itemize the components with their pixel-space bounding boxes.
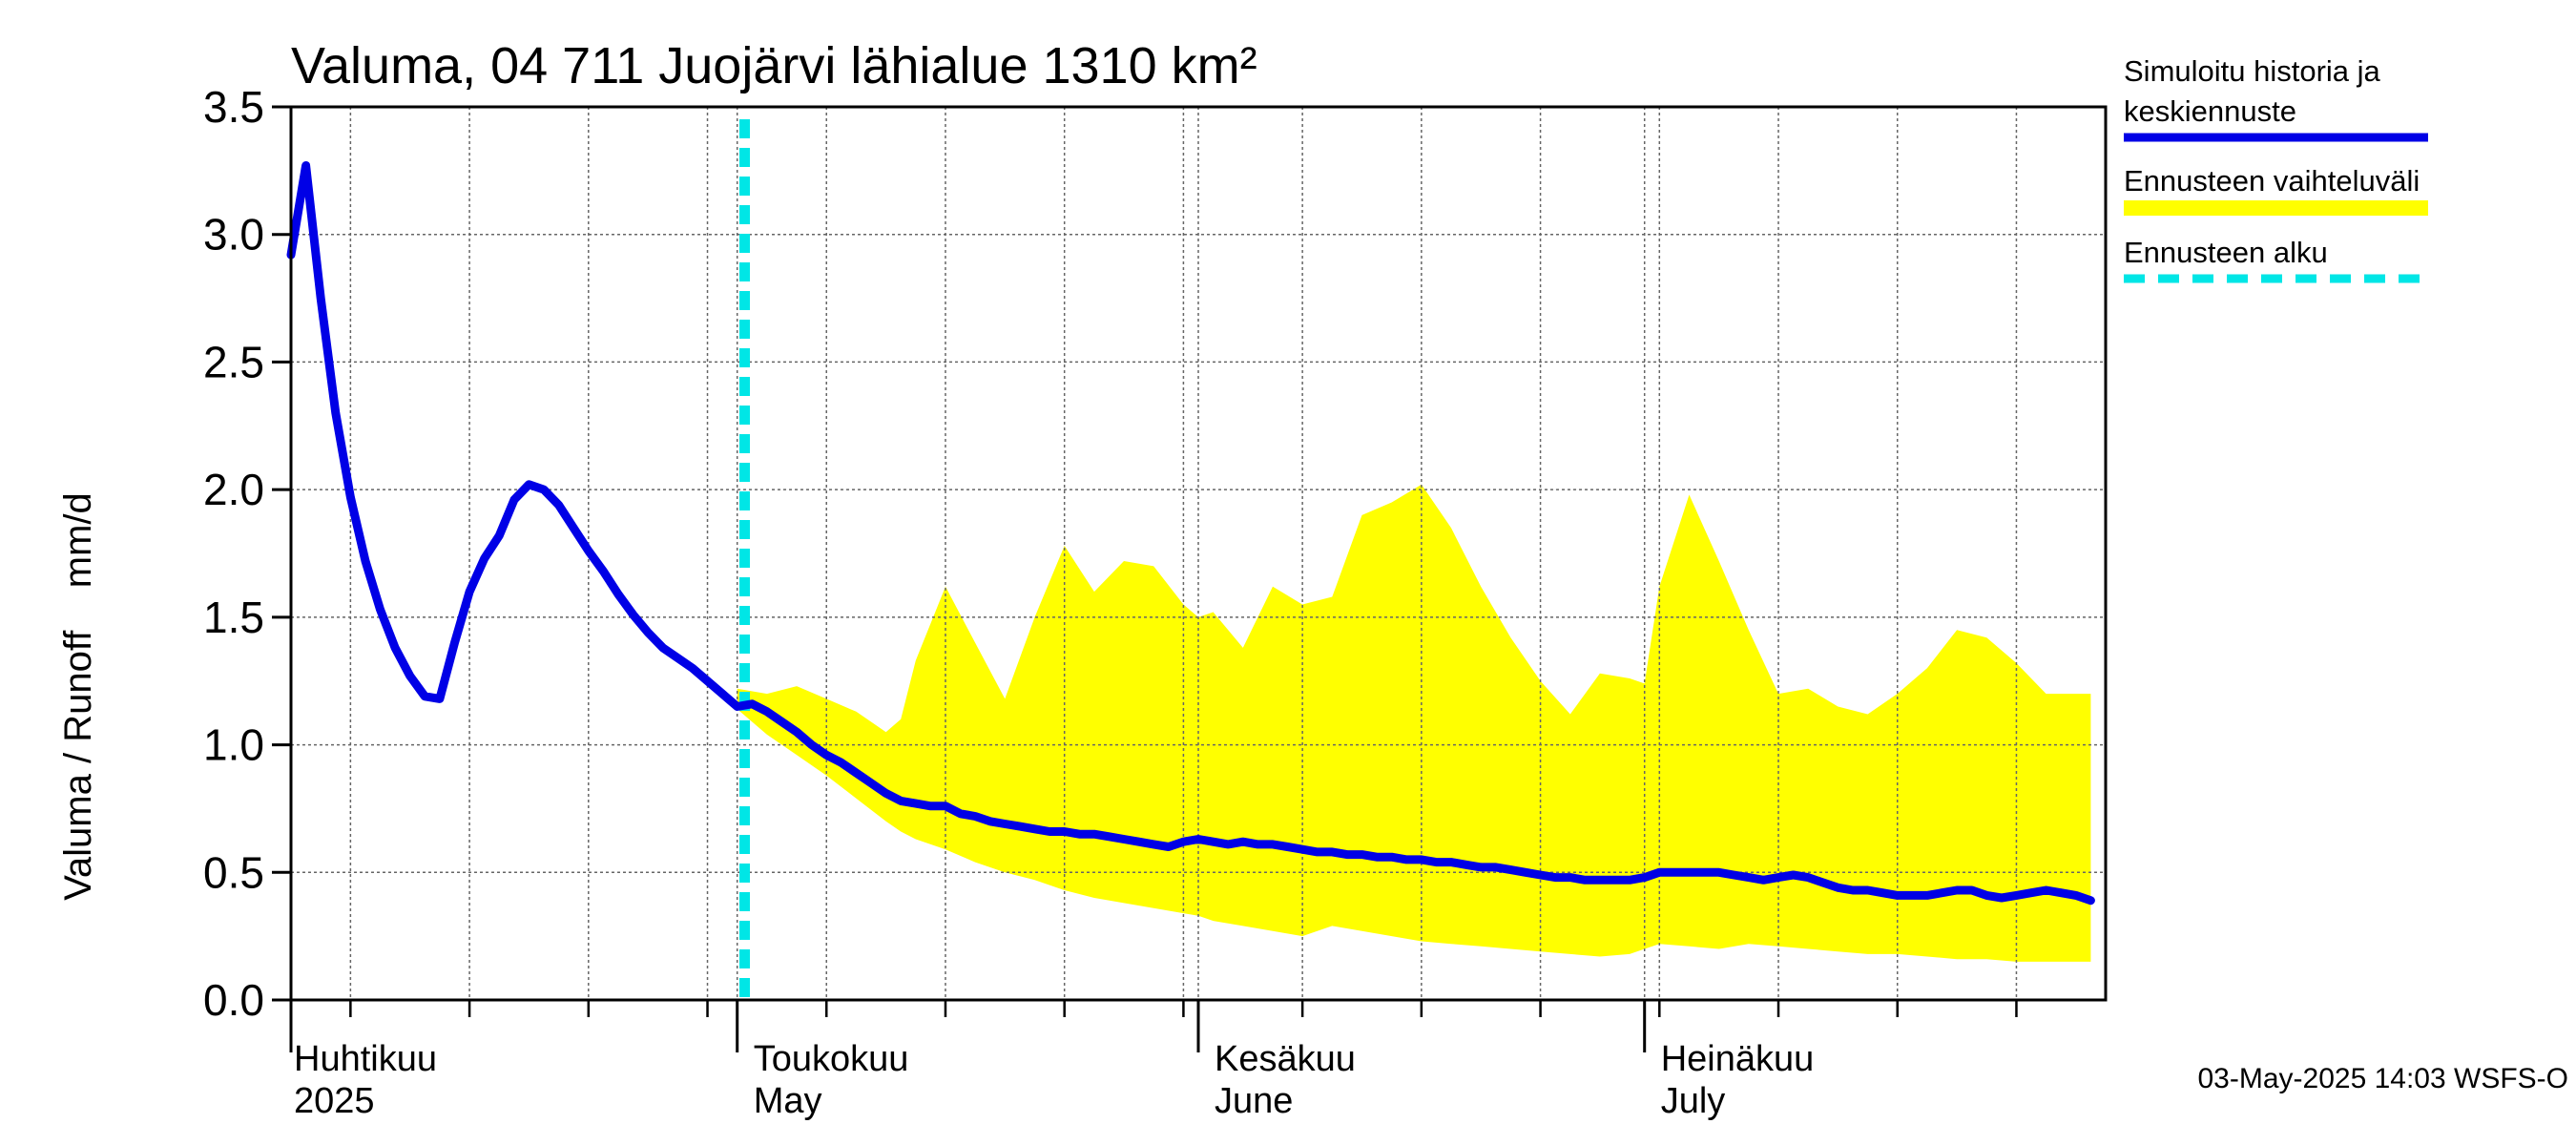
mean-series-line <box>286 161 2095 906</box>
forecast-range-layer <box>737 484 2091 962</box>
y-tick-label: 0.5 <box>203 847 264 897</box>
x-month-label: Huhtikuu <box>294 1039 437 1079</box>
y-tick-label: 1.0 <box>203 720 264 770</box>
mean-series-layer <box>286 161 2095 906</box>
legend-mean-label-line2: keskiennuste <box>2124 94 2296 128</box>
y-tick-label: 2.0 <box>203 465 264 514</box>
timestamp-label: 03-May-2025 14:03 WSFS-O <box>2198 1063 2569 1094</box>
y-tick-label: 3.0 <box>203 210 264 260</box>
legend: Simuloitu historia ja keskiennuste Ennus… <box>2124 54 2428 283</box>
x-month-label: Heinäkuu <box>1661 1039 1815 1079</box>
forecast-range-band <box>737 484 2091 962</box>
x-month-sublabel: 2025 <box>294 1081 375 1121</box>
x-month-label: Toukokuu <box>754 1039 909 1079</box>
legend-mean-label-line1: Simuloitu historia ja <box>2124 54 2381 88</box>
y-axis-label: Valuma / Runoff mm/d <box>57 492 99 901</box>
legend-range-label: Ennusteen vaihteluväli <box>2124 164 2420 198</box>
y-tick-label: 1.5 <box>203 593 264 642</box>
x-month-sublabel: May <box>754 1081 822 1121</box>
x-month-label: Kesäkuu <box>1215 1039 1356 1079</box>
chart-title: Valuma, 04 711 Juojärvi lähialue 1310 km… <box>291 37 1257 94</box>
x-month-sublabel: June <box>1215 1081 1293 1121</box>
y-tick-label: 3.5 <box>203 82 264 132</box>
x-month-sublabel: July <box>1661 1081 1726 1121</box>
legend-forecast-start-label: Ennusteen alku <box>2124 236 2328 269</box>
y-tick-label: 0.0 <box>203 975 264 1025</box>
y-tick-label: 2.5 <box>203 337 264 386</box>
